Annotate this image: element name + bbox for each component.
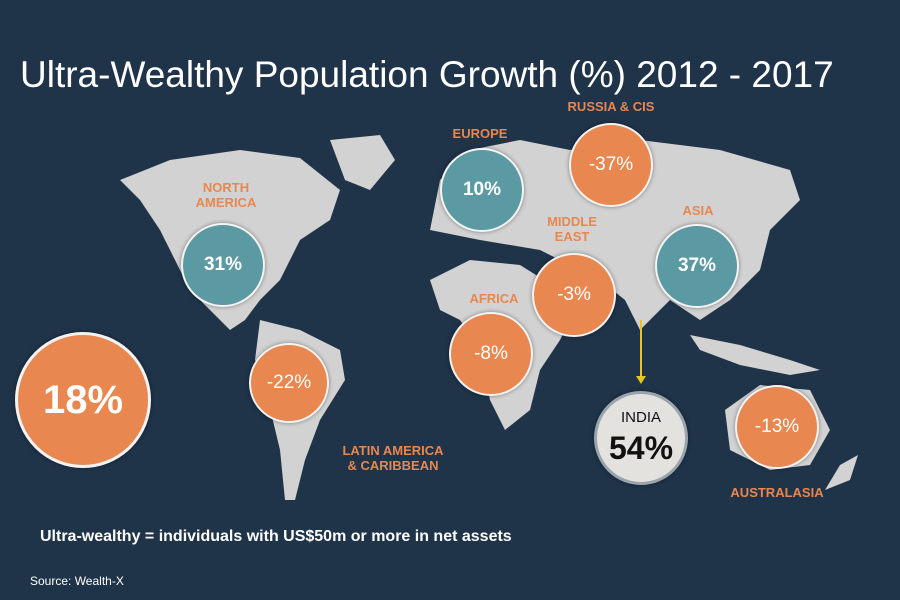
circle-africa: -8%	[449, 312, 533, 396]
label-africa: AFRICA	[469, 291, 519, 306]
label-latin-america: LATIN AMERICA & CARIBBEAN	[342, 443, 444, 473]
label-australasia: AUSTRALASIA	[730, 485, 824, 500]
circle-australasia: -13%	[735, 385, 819, 469]
label-asia: ASIA	[682, 203, 714, 218]
circle-middle-east: -3%	[532, 253, 616, 337]
india-label: INDIA	[620, 409, 661, 426]
circle-global: 18%	[15, 332, 151, 468]
new-zealand-shape	[825, 455, 858, 490]
circle-india: INDIA 54%	[594, 391, 688, 485]
india-value: 54%	[608, 430, 674, 466]
label-north-america: NORTH AMERICA	[195, 180, 257, 210]
india-arrow-head	[636, 376, 646, 384]
circle-russia-cis: -37%	[569, 123, 653, 207]
source: Source: Wealth-X	[30, 574, 124, 588]
circle-asia: 37%	[655, 224, 739, 308]
footnote: Ultra-wealthy = individuals with US$50m …	[40, 528, 512, 545]
label-middle-east: MIDDLE EAST	[547, 214, 597, 244]
label-europe: EUROPE	[452, 126, 508, 141]
circle-europe: 10%	[440, 148, 524, 232]
circle-north-america: 31%	[181, 223, 265, 307]
circle-latin-america: -22%	[249, 343, 329, 423]
indonesia-shape	[690, 335, 820, 375]
page-title: Ultra-Wealthy Population Growth (%) 2012…	[20, 54, 834, 95]
greenland-shape	[330, 135, 395, 190]
label-russia-cis: RUSSIA & CIS	[567, 99, 655, 114]
